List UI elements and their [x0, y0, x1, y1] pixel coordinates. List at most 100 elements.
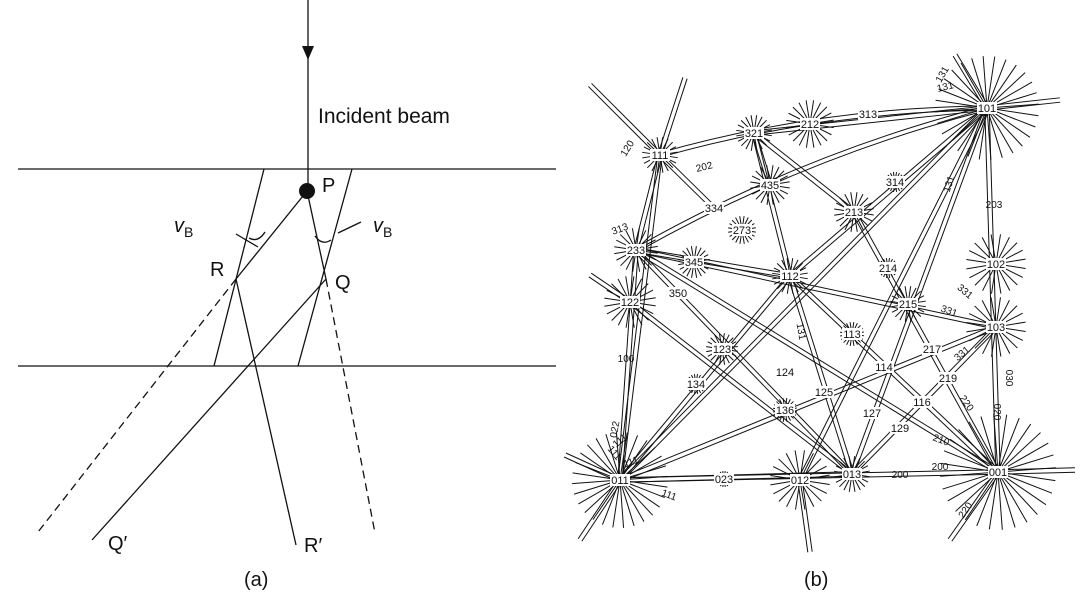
- point-q-label: Q: [335, 272, 351, 294]
- incident-beam-label: Incident beam: [318, 105, 450, 128]
- pole-label: 435: [761, 180, 779, 192]
- pole-label: 350: [669, 288, 687, 300]
- pole-label: 136: [776, 405, 794, 417]
- pole-label: 011: [611, 475, 629, 487]
- kikuchi-band-line: [634, 105, 987, 249]
- point-p-label: P: [322, 175, 335, 197]
- caption-b: (b): [804, 569, 828, 591]
- kikuchi-band-line: [621, 155, 663, 481]
- kikuchi-band-line: [636, 109, 988, 253]
- kikuchi-band-line: [987, 101, 1061, 111]
- bragg-angle-right-label: vB: [373, 215, 392, 240]
- band-labels: 1202021311313133131312033313313311311000…: [605, 64, 1014, 520]
- kikuchi-band-line: [635, 251, 790, 279]
- point-q-prime-label: Q′: [108, 533, 128, 555]
- panel-a-labels: Incident beam P R Q Q′ R′ vB vB (a): [108, 105, 450, 591]
- pole-label: 125: [815, 387, 833, 399]
- pole-label: 001: [989, 467, 1007, 479]
- band-label: 203: [986, 200, 1003, 211]
- kikuchi-band-line: [751, 133, 789, 277]
- kikuchi-band-line: [658, 156, 713, 210]
- pole-label: 123: [713, 344, 731, 356]
- pole-label: 215: [899, 299, 917, 311]
- pole-label-bg: [684, 256, 704, 268]
- pole-label-bg: [780, 270, 800, 282]
- pole-label: 114: [875, 362, 893, 374]
- pole-label-bg: [626, 244, 646, 256]
- pole-label-bg: [686, 378, 706, 390]
- pole-label-bg: [922, 343, 942, 355]
- pole-label: 273: [733, 225, 751, 237]
- band-label: 200: [892, 470, 909, 481]
- pole-label-bg: [760, 179, 780, 191]
- kikuchi-band-line: [984, 108, 997, 473]
- kikuchi-band-line: [618, 106, 986, 479]
- pole-label: 334: [705, 203, 723, 215]
- incident-beam-arrow: [302, 46, 314, 60]
- kikuchi-band-line: [751, 133, 769, 186]
- lattice-plane-right: [297, 168, 353, 367]
- pole-label-bg: [878, 262, 898, 274]
- kikuchi-band-line: [801, 108, 990, 482]
- pole-label: 101: [978, 103, 996, 115]
- lattice-plane-left: [213, 168, 265, 367]
- pole-label: 345: [685, 257, 703, 269]
- kikuchi-band-line: [591, 83, 662, 154]
- pole-label: 129: [891, 423, 909, 435]
- kikuchi-bands: [563, 53, 1076, 553]
- band-label: 111: [622, 455, 640, 471]
- kikuchi-band-line: [577, 478, 619, 540]
- pole-label-bg: [744, 127, 764, 139]
- kikuchi-band-line: [634, 251, 851, 476]
- kikuchi-band-line: [621, 250, 639, 481]
- kikuchi-band-line: [988, 107, 1001, 472]
- pole-label-bg: [732, 224, 752, 236]
- kikuchi-band-line: [563, 456, 620, 483]
- kikuchi-band-line: [797, 480, 809, 553]
- kikuchi-band-line: [755, 132, 773, 185]
- kikuchi-band-line: [752, 134, 853, 215]
- kikuchi-band-line: [797, 106, 986, 480]
- pole-label: 213: [845, 207, 863, 219]
- band-label: 030: [1003, 370, 1014, 387]
- pole-label: 102: [987, 259, 1005, 271]
- pole-label-bg: [714, 473, 734, 485]
- ray-p-to-r: [235, 190, 308, 280]
- pole-label-bg: [790, 474, 810, 486]
- pole-label: 214: [879, 263, 897, 275]
- kikuchi-band-line: [855, 210, 1001, 472]
- bragg-arc-right: [314, 235, 332, 243]
- caption-a: (a): [244, 569, 268, 591]
- kikuchi-band-line: [947, 470, 997, 540]
- pole-label-bg: [712, 343, 732, 355]
- pole-label: 124: [776, 367, 794, 379]
- kikuchi-band-line: [637, 248, 854, 473]
- pole-label: 233: [627, 245, 645, 257]
- pole-label-bg: [775, 404, 795, 416]
- pole-label: 113: [843, 329, 861, 341]
- kikuchi-band-line: [636, 247, 1000, 471]
- kikuchi-band-line: [617, 249, 635, 480]
- pole-label: 116: [913, 397, 931, 409]
- pole-label-bg: [775, 366, 795, 378]
- kikuchi-band-line: [788, 277, 997, 474]
- dashed-ray-right: [325, 278, 376, 534]
- pole-label: 321: [745, 128, 763, 140]
- pole-label-bg: [800, 118, 820, 130]
- band-label: 131: [942, 174, 958, 194]
- kikuchi-band-line: [801, 479, 813, 552]
- kikuchi-band-line: [755, 132, 793, 276]
- pole-label-bg: [842, 468, 862, 480]
- pole-label-bg: [898, 298, 918, 310]
- kikuchi-band-line: [661, 153, 716, 207]
- pole-label-bg: [890, 422, 910, 434]
- kikuchi-band-line: [787, 276, 851, 475]
- kikuchi-band-line: [788, 105, 986, 275]
- pole-label-bg: [912, 396, 932, 408]
- band-label: 202: [695, 160, 714, 175]
- pole-label: 314: [886, 177, 904, 189]
- band-label: 313: [610, 221, 630, 237]
- pole-label: 219: [939, 373, 957, 385]
- pole-label-bg: [610, 474, 630, 486]
